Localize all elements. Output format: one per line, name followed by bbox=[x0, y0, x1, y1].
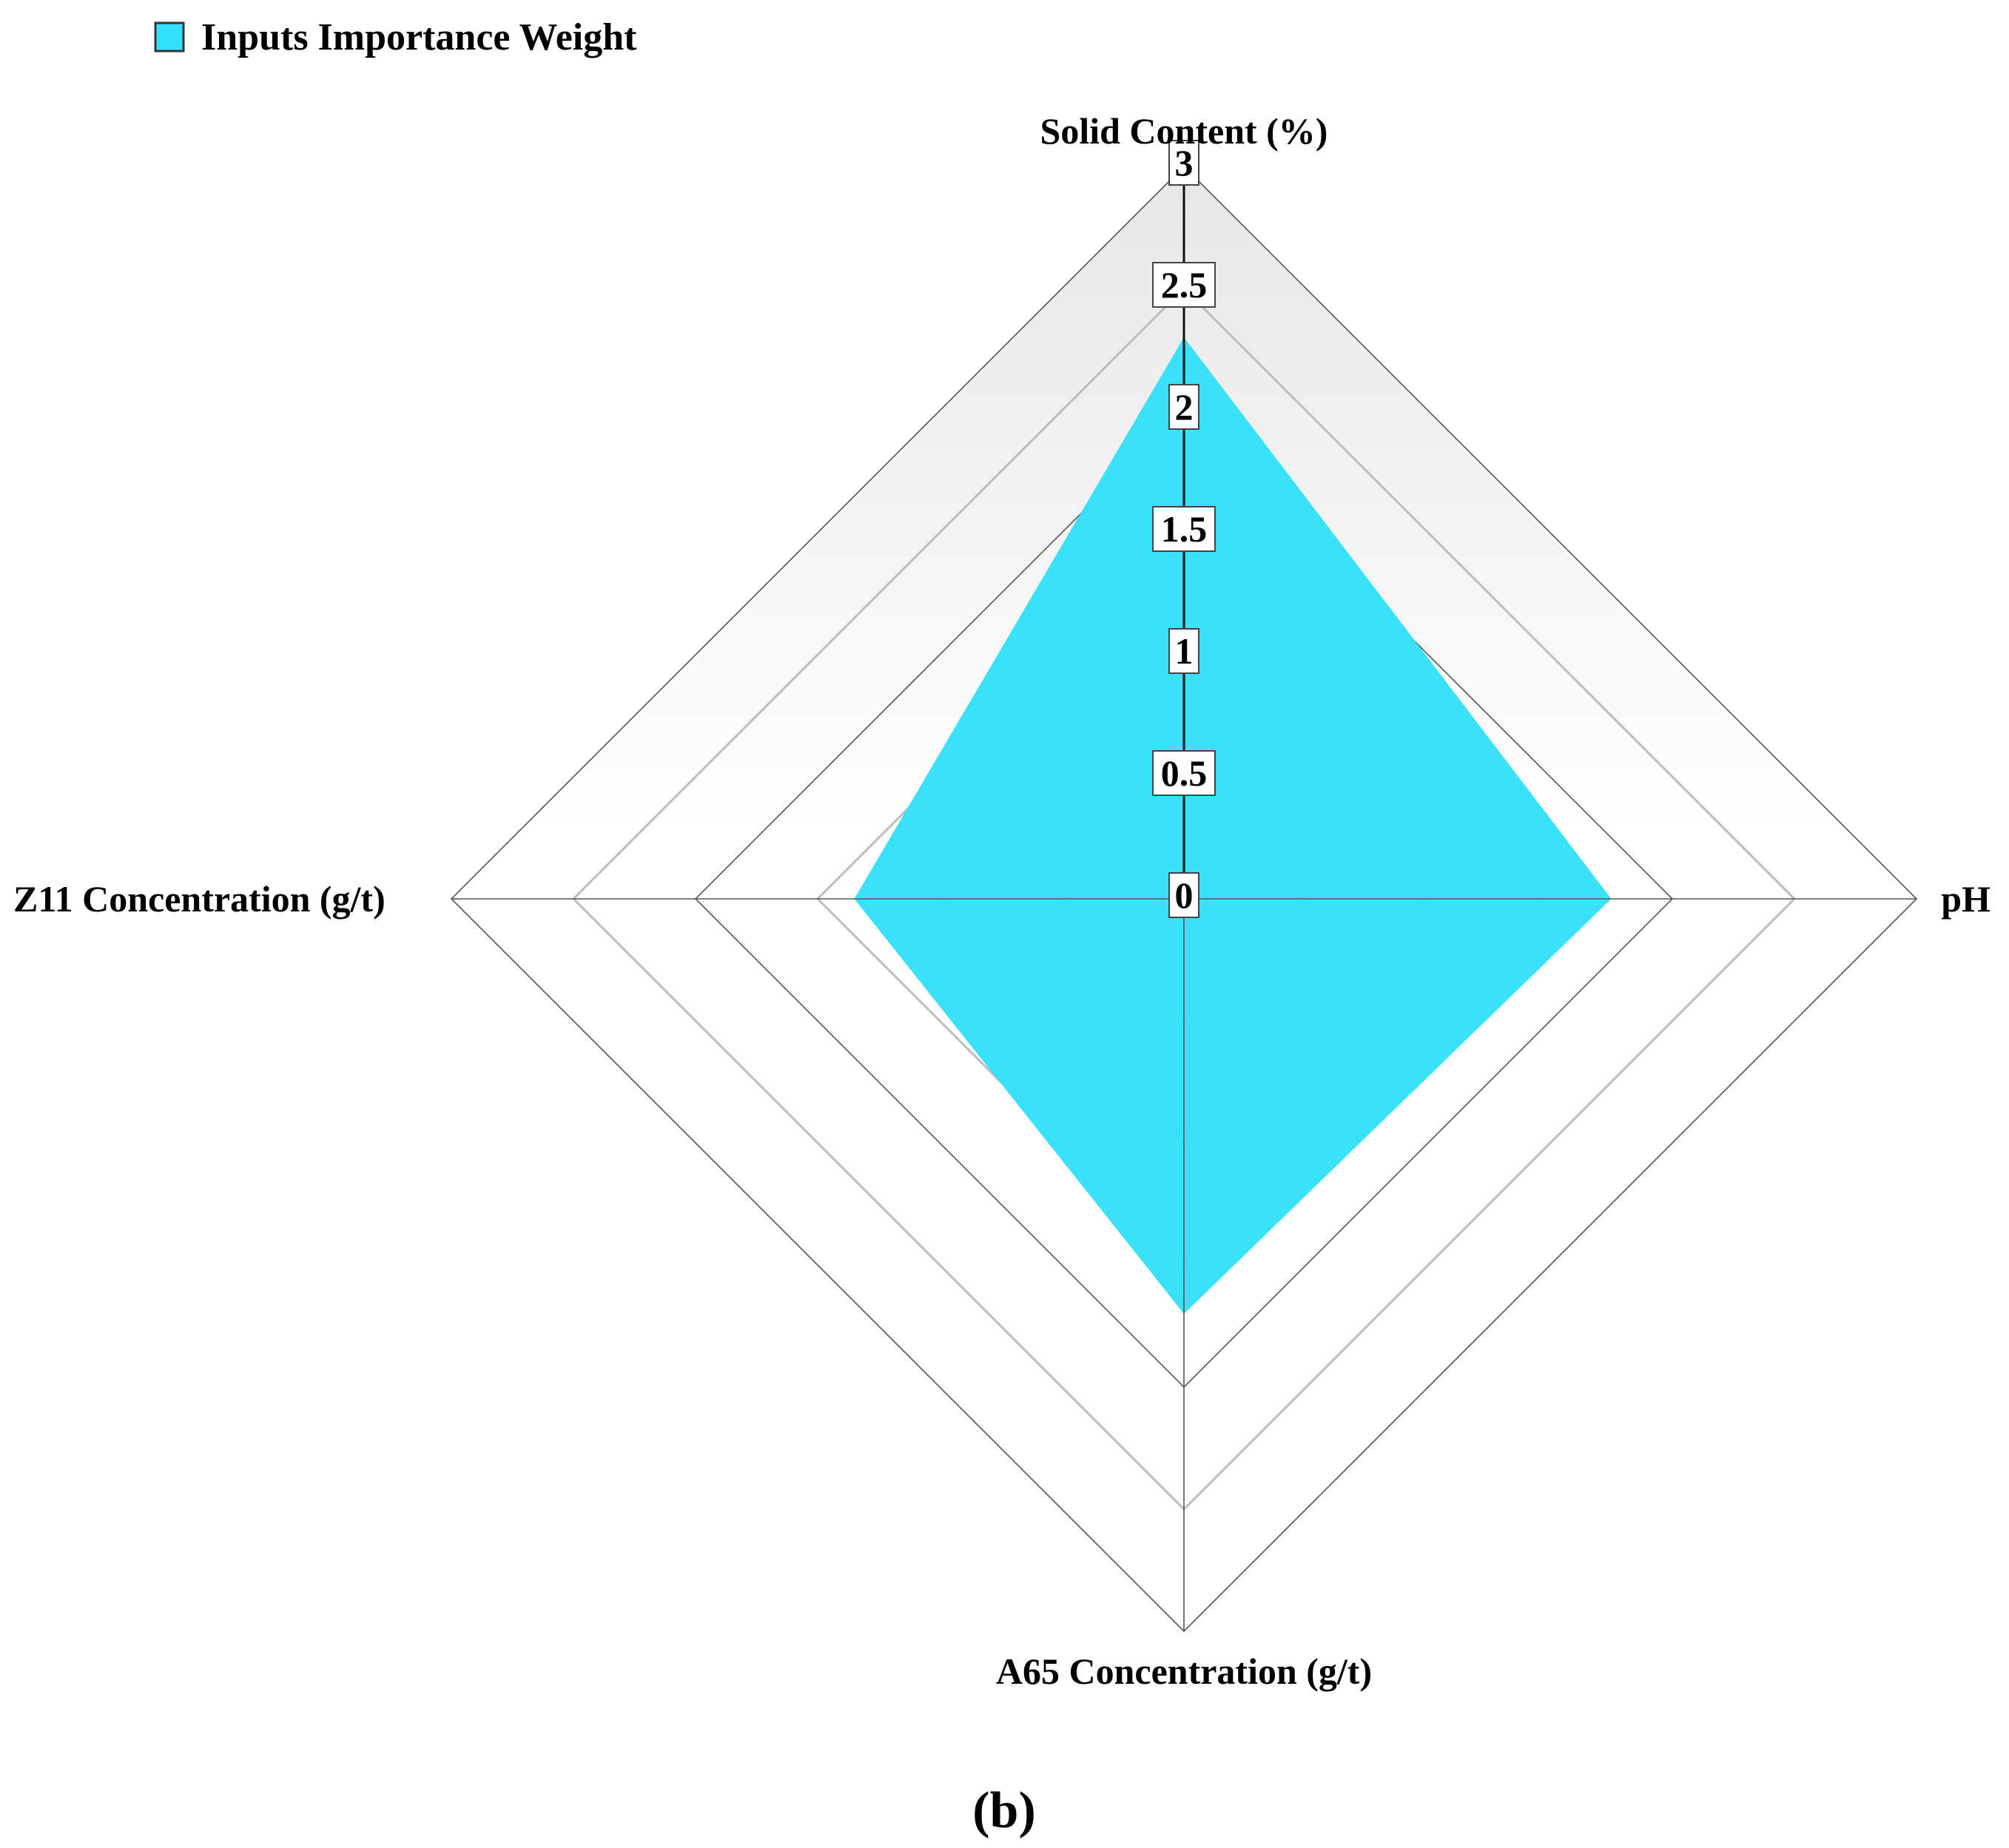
tick-label-box bbox=[1168, 384, 1199, 430]
legend-label: Inputs Importance Weight bbox=[201, 16, 637, 58]
tick-label-box bbox=[1152, 750, 1216, 796]
tick-label-group: 3 bbox=[1168, 140, 1199, 186]
tick-label-group: 0.5 bbox=[1152, 750, 1216, 796]
series-polygon bbox=[854, 337, 1612, 1314]
tick-labels: 0 0.5 1 1.5 2 2.5 3 bbox=[1152, 140, 1216, 918]
tick-label: 0 bbox=[1175, 874, 1194, 916]
tick-label: 2.5 bbox=[1161, 264, 1208, 306]
tick-label-box bbox=[1168, 628, 1199, 674]
tick-label-group: 0 bbox=[1168, 872, 1199, 918]
axis-label-left: Z11 Concentration (g/t) bbox=[13, 878, 386, 920]
tick-label-box bbox=[1168, 140, 1199, 186]
tick-label-box bbox=[1152, 262, 1216, 308]
panel-label: (b) bbox=[972, 1782, 1036, 1839]
tick-label: 0.5 bbox=[1161, 752, 1208, 794]
tick-label-group: 1 bbox=[1168, 628, 1199, 674]
legend: Inputs Importance Weight bbox=[154, 16, 637, 58]
axis-label-top: Solid Content (%) bbox=[1040, 110, 1328, 152]
tick-label-group: 2 bbox=[1168, 384, 1199, 430]
tick-label: 2 bbox=[1175, 386, 1194, 428]
tick-label-box bbox=[1152, 506, 1216, 552]
legend-swatch bbox=[154, 21, 185, 53]
axis-label-bottom: A65 Concentration (g/t) bbox=[996, 1650, 1372, 1692]
tick-label-group: 2.5 bbox=[1152, 262, 1216, 308]
tick-label-box bbox=[1168, 872, 1199, 918]
axis-label-right: pH bbox=[1941, 878, 1991, 920]
tick-label: 1 bbox=[1175, 630, 1194, 672]
axis-labels: Solid Content (%) pH A65 Concentration (… bbox=[13, 110, 1991, 1692]
tick-label-group: 1.5 bbox=[1152, 506, 1216, 552]
tick-label: 3 bbox=[1175, 142, 1194, 183]
tick-label: 1.5 bbox=[1161, 508, 1208, 550]
